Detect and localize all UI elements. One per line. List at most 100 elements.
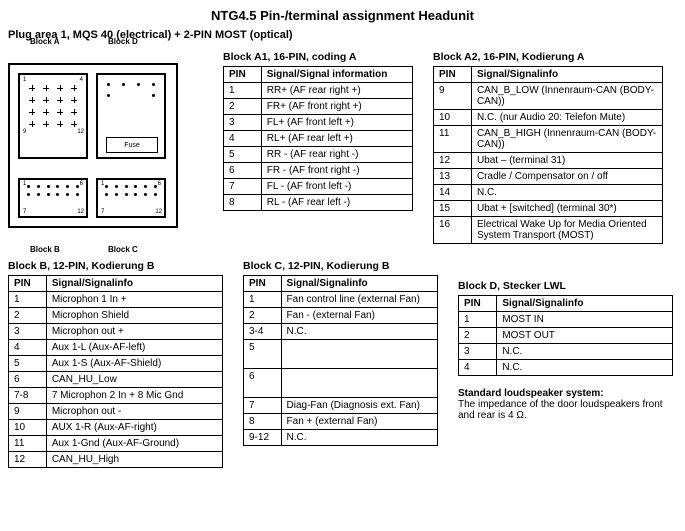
cell-pin: 9: [9, 404, 47, 420]
cell-pin: 13: [434, 169, 472, 185]
cell-pin: 12: [9, 452, 47, 468]
cell-signal: FR - (AF front right -): [261, 163, 412, 179]
table-row: 8RL - (AF rear left -): [224, 195, 413, 211]
cell-signal: RR - (AF rear right -): [261, 147, 412, 163]
cell-signal: Aux 1-S (Aux-AF-Shield): [46, 356, 222, 372]
table-row: 4Aux 1-L (Aux-AF-left): [9, 340, 223, 356]
table-row: 6FR - (AF front right -): [224, 163, 413, 179]
cell-signal: Fan - (external Fan): [281, 308, 437, 324]
table-row: 5RR - (AF rear right -): [224, 147, 413, 163]
cell-signal: N.C.: [281, 324, 437, 340]
th-pin: PIN: [9, 276, 47, 292]
cell-signal: Microphon 1 In +: [46, 292, 222, 308]
table-row: 8Fan + (external Fan): [244, 414, 438, 430]
cell-pin: 16: [434, 217, 472, 244]
cell-signal: FR+ (AF front right +): [261, 99, 412, 115]
cell-signal: RR+ (AF rear right +): [261, 83, 412, 99]
cell-signal: MOST IN: [497, 312, 673, 328]
cell-pin: 3: [9, 324, 47, 340]
bay-b: 1 6 7 12: [18, 178, 88, 218]
table-row: 7FL - (AF front left -): [224, 179, 413, 195]
th-signal: Signal/Signal information: [261, 67, 412, 83]
table-row: 9-12N.C.: [244, 430, 438, 446]
table-row: 5Aux 1-S (Aux-AF-Shield): [9, 356, 223, 372]
table-row: 2FR+ (AF front right +): [224, 99, 413, 115]
cell-signal: N.C. (nur Audio 20: Telefon Mute): [471, 110, 662, 126]
cell-pin: 9: [434, 83, 472, 110]
table-row: 16Electrical Wake Up for Media Oriented …: [434, 217, 663, 244]
cell-pin: 15: [434, 201, 472, 217]
a1-title: Block A1, 16-PIN, coding A: [223, 51, 413, 63]
cell-signal: CAN_HU_High: [46, 452, 222, 468]
table-row: 1Microphon 1 In +: [9, 292, 223, 308]
cell-pin: 4: [9, 340, 47, 356]
cell-signal: FL - (AF front left -): [261, 179, 412, 195]
th-signal: Signal/Signalinfo: [497, 296, 673, 312]
bay-a: 1 4 9 12: [18, 73, 88, 159]
table-row: 4N.C.: [459, 360, 673, 376]
cell-pin: 6: [224, 163, 262, 179]
table-row: 13Cradle / Compensator on / off: [434, 169, 663, 185]
table-row: 2Microphon Shield: [9, 308, 223, 324]
table-row: 14N.C.: [434, 185, 663, 201]
page-title: NTG4.5 Pin-/terminal assignment Headunit: [8, 8, 677, 23]
label-block-c: Block C: [108, 245, 138, 254]
cell-pin: 1: [244, 292, 282, 308]
table-row: 2MOST OUT: [459, 328, 673, 344]
cell-pin: 1: [459, 312, 497, 328]
cell-signal: MOST OUT: [497, 328, 673, 344]
cell-pin: 7: [224, 179, 262, 195]
cell-signal: [281, 340, 437, 369]
connector-diagram: Block A Block D 1 4 9 12: [8, 49, 203, 252]
footer-note: Standard loudspeaker system: The impedan…: [458, 388, 673, 421]
table-row: 5: [244, 340, 438, 369]
th-pin: PIN: [244, 276, 282, 292]
table-row: 6CAN_HU_Low: [9, 372, 223, 388]
cell-pin: 11: [9, 436, 47, 452]
d-title: Block D, Stecker LWL: [458, 280, 673, 292]
cell-pin: 5: [244, 340, 282, 369]
table-d: PINSignal/Signalinfo1MOST IN2MOST OUT3N.…: [458, 295, 673, 376]
cell-signal: Aux 1-Gnd (Aux-AF-Ground): [46, 436, 222, 452]
label-block-d: Block D: [108, 37, 138, 46]
cell-pin: 7: [244, 398, 282, 414]
table-row: 7-87 Microphon 2 In + 8 Mic Gnd: [9, 388, 223, 404]
table-row: 3N.C.: [459, 344, 673, 360]
table-row: 12CAN_HU_High: [9, 452, 223, 468]
table-row: 9CAN_B_LOW (Innenraum-CAN (BODY-CAN)): [434, 83, 663, 110]
cell-signal: N.C.: [497, 344, 673, 360]
cell-signal: RL - (AF rear left -): [261, 195, 412, 211]
cell-pin: 14: [434, 185, 472, 201]
table-row: 3FL+ (AF front left +): [224, 115, 413, 131]
cell-pin: 3: [224, 115, 262, 131]
cell-pin: 8: [224, 195, 262, 211]
table-c: PINSignal/Signalinfo1Fan control line (e…: [243, 275, 438, 446]
cell-signal: Fan + (external Fan): [281, 414, 437, 430]
cell-signal: Microphon out +: [46, 324, 222, 340]
cell-pin: 5: [224, 147, 262, 163]
cell-pin: 3-4: [244, 324, 282, 340]
cell-pin: 7-8: [9, 388, 47, 404]
cell-pin: 3: [459, 344, 497, 360]
table-row: 10AUX 1-R (Aux-AF-right): [9, 420, 223, 436]
cell-signal: N.C.: [471, 185, 662, 201]
cell-pin: 10: [434, 110, 472, 126]
cell-signal: Ubat – (terminal 31): [471, 153, 662, 169]
th-signal: Signal/Signalinfo: [281, 276, 437, 292]
cell-signal: Aux 1-L (Aux-AF-left): [46, 340, 222, 356]
table-row: 7Diag-Fan (Diagnosis ext. Fan): [244, 398, 438, 414]
cell-signal: N.C.: [497, 360, 673, 376]
cell-signal: Diag-Fan (Diagnosis ext. Fan): [281, 398, 437, 414]
cell-pin: 11: [434, 126, 472, 153]
table-row: 6: [244, 369, 438, 398]
th-signal: Signal/Signalinfo: [46, 276, 222, 292]
cell-pin: 6: [9, 372, 47, 388]
cell-signal: [281, 369, 437, 398]
table-row: 4RL+ (AF rear left +): [224, 131, 413, 147]
table-row: 2Fan - (external Fan): [244, 308, 438, 324]
cell-pin: 8: [244, 414, 282, 430]
fuse-label: Fuse: [106, 137, 158, 153]
cell-pin: 10: [9, 420, 47, 436]
table-row: 1MOST IN: [459, 312, 673, 328]
cell-pin: 2: [9, 308, 47, 324]
